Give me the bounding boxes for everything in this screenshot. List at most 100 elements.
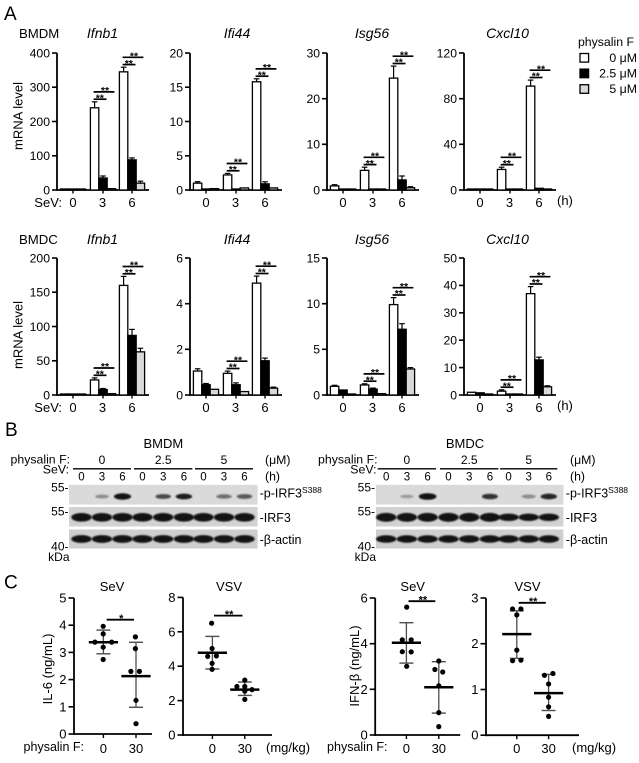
svg-text:VSV: VSV xyxy=(514,579,540,594)
svg-text:**: ** xyxy=(419,595,428,607)
svg-text:3: 3 xyxy=(99,195,106,210)
svg-text:SeV:: SeV: xyxy=(34,195,62,210)
svg-text:(h): (h) xyxy=(557,398,573,413)
svg-text:0: 0 xyxy=(202,400,209,415)
svg-text:(μM): (μM) xyxy=(265,453,291,467)
svg-text:6: 6 xyxy=(546,471,552,483)
svg-text:6: 6 xyxy=(487,471,493,483)
svg-text:BMDC: BMDC xyxy=(19,232,58,247)
svg-text:0: 0 xyxy=(69,400,76,415)
svg-text:0: 0 xyxy=(59,727,66,742)
svg-text:3: 3 xyxy=(506,400,513,415)
svg-text:-IRF3: -IRF3 xyxy=(260,511,291,525)
svg-text:0: 0 xyxy=(99,453,106,467)
svg-text:6: 6 xyxy=(360,591,367,606)
svg-text:100: 100 xyxy=(30,320,51,334)
svg-text:150: 150 xyxy=(30,286,51,300)
svg-text:100: 100 xyxy=(30,149,51,163)
svg-text:80: 80 xyxy=(443,92,457,106)
svg-text:55-: 55- xyxy=(358,504,375,518)
svg-text:6: 6 xyxy=(241,471,247,483)
svg-text:physalin F:: physalin F: xyxy=(24,740,84,754)
svg-text:0: 0 xyxy=(513,741,520,756)
svg-text:**: ** xyxy=(229,362,238,374)
svg-text:**: ** xyxy=(258,69,267,81)
svg-text:30: 30 xyxy=(432,741,446,756)
svg-text:(h): (h) xyxy=(265,469,280,483)
svg-text:**: ** xyxy=(125,58,134,70)
svg-text:10: 10 xyxy=(443,361,457,375)
svg-text:**: ** xyxy=(508,373,517,385)
svg-text:**: ** xyxy=(101,361,110,373)
svg-text:0: 0 xyxy=(471,728,478,743)
svg-text:0: 0 xyxy=(383,471,389,483)
svg-text:2: 2 xyxy=(168,693,175,708)
svg-text:30: 30 xyxy=(541,741,555,756)
svg-text:physalin F:: physalin F: xyxy=(318,453,377,467)
svg-text:30: 30 xyxy=(306,46,320,60)
svg-text:-IRF3: -IRF3 xyxy=(566,511,597,525)
svg-text:30: 30 xyxy=(129,741,143,756)
svg-text:**: ** xyxy=(395,57,404,69)
svg-text:3: 3 xyxy=(221,471,227,483)
svg-text:400: 400 xyxy=(30,46,51,60)
svg-text:**: ** xyxy=(529,596,538,608)
svg-text:SeV:: SeV: xyxy=(43,463,69,477)
svg-text:6: 6 xyxy=(398,195,405,210)
svg-text:4: 4 xyxy=(59,618,66,633)
svg-text:55-: 55- xyxy=(358,481,375,495)
svg-text:IL-6 (ng/mL): IL-6 (ng/mL) xyxy=(40,634,55,705)
svg-text:1: 1 xyxy=(59,699,66,714)
svg-text:0: 0 xyxy=(176,388,183,402)
svg-text:**: ** xyxy=(366,158,375,170)
svg-text:3: 3 xyxy=(404,471,410,483)
svg-text:3: 3 xyxy=(160,471,166,483)
svg-text:5: 5 xyxy=(313,343,320,357)
svg-text:**: ** xyxy=(371,151,380,163)
svg-text:55-: 55- xyxy=(51,504,68,518)
svg-text:2: 2 xyxy=(176,343,183,357)
svg-text:-β-actin: -β-actin xyxy=(260,533,302,547)
svg-text:physalin F:: physalin F: xyxy=(327,740,387,754)
svg-text:(mg/kg): (mg/kg) xyxy=(572,740,616,755)
svg-text:20: 20 xyxy=(443,334,457,348)
svg-text:BMDM: BMDM xyxy=(19,26,59,41)
svg-text:2: 2 xyxy=(471,636,478,651)
svg-text:55-: 55- xyxy=(51,481,68,495)
svg-text:**: ** xyxy=(537,270,546,282)
svg-text:0: 0 xyxy=(505,471,511,483)
svg-text:6: 6 xyxy=(261,400,268,415)
svg-text:3: 3 xyxy=(506,195,513,210)
svg-text:BMDM: BMDM xyxy=(143,436,183,451)
svg-text:0: 0 xyxy=(339,195,346,210)
svg-text:0: 0 xyxy=(69,195,76,210)
svg-text:300: 300 xyxy=(30,81,51,95)
svg-text:0: 0 xyxy=(445,471,451,483)
svg-text:20: 20 xyxy=(169,46,183,60)
svg-text:0: 0 xyxy=(200,471,206,483)
svg-text:50: 50 xyxy=(443,251,457,265)
svg-text:C: C xyxy=(4,573,18,594)
svg-text:(h): (h) xyxy=(570,469,585,483)
svg-text:2: 2 xyxy=(59,672,66,687)
svg-text:6: 6 xyxy=(168,624,175,639)
svg-text:3: 3 xyxy=(99,471,105,483)
svg-text:Isg56: Isg56 xyxy=(355,231,389,247)
svg-text:**: ** xyxy=(96,92,105,104)
svg-text:(h): (h) xyxy=(557,193,573,208)
svg-text:physalin F:: physalin F: xyxy=(11,453,70,467)
svg-text:2.5 μM: 2.5 μM xyxy=(599,66,637,80)
svg-text:mRNA level: mRNA level xyxy=(11,301,26,369)
svg-text:0: 0 xyxy=(78,471,84,483)
svg-text:20: 20 xyxy=(306,92,320,106)
svg-text:Ifnb1: Ifnb1 xyxy=(87,25,118,41)
svg-text:**: ** xyxy=(234,157,243,169)
svg-text:40: 40 xyxy=(443,279,457,293)
svg-text:2.5: 2.5 xyxy=(461,453,478,467)
svg-text:40-: 40- xyxy=(51,540,68,554)
svg-text:**: ** xyxy=(263,62,272,74)
svg-text:8: 8 xyxy=(168,590,175,605)
svg-text:SeV: SeV xyxy=(100,579,125,594)
svg-text:30: 30 xyxy=(443,306,457,320)
svg-text:3: 3 xyxy=(466,471,472,483)
